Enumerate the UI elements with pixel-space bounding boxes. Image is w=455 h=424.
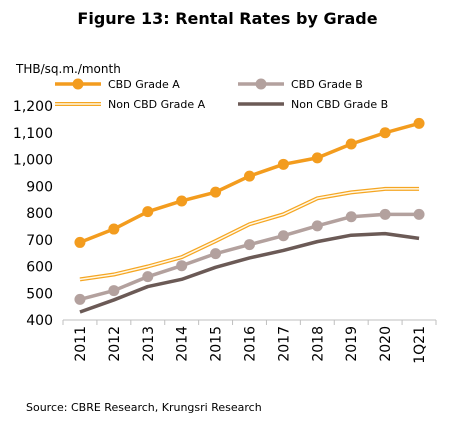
x-tick-label: 2012	[107, 326, 123, 362]
data-point-cbd-grade-a	[379, 127, 391, 139]
y-tick-label: 800	[26, 206, 53, 222]
data-point-cbd-grade-b	[244, 239, 255, 251]
data-point-cbd-grade-a	[413, 117, 425, 129]
legend-marker-cbd-grade-a	[72, 78, 84, 90]
y-tick-label: 600	[26, 260, 53, 276]
data-point-cbd-grade-b	[311, 220, 323, 232]
y-tick-label: 400	[26, 313, 53, 329]
legend-marker-cbd-grade-b	[255, 78, 267, 90]
data-point-cbd-grade-a	[108, 223, 120, 235]
legend-label-non-cbd-grade-b: Non CBD Grade B	[291, 98, 388, 111]
x-tick-label: 2013	[141, 326, 157, 362]
legend-label-non-cbd-grade-a: Non CBD Grade A	[108, 98, 206, 111]
y-tick-label: 1,100	[13, 126, 53, 142]
data-point-cbd-grade-a	[142, 206, 154, 218]
data-point-cbd-grade-b	[210, 248, 222, 260]
legend: CBD Grade A CBD Grade B Non CBD Grade A Non…	[55, 78, 388, 111]
x-tick-label: 2014	[175, 326, 191, 362]
axes: 400 500 600 700 800 900 1,000 1,100 1,200 2011 201…	[13, 99, 437, 364]
y-axis-unit-label: THB/sq.m./month	[16, 62, 121, 76]
data-point-cbd-grade-a	[74, 236, 86, 248]
y-tick-label: 900	[26, 179, 53, 195]
x-tick-label: 2015	[209, 326, 225, 362]
data-point-cbd-grade-b	[277, 230, 289, 242]
data-point-cbd-grade-a	[277, 158, 289, 170]
data-point-cbd-grade-b	[379, 208, 391, 220]
x-tick-label: 2017	[276, 326, 292, 362]
legend-label-cbd-grade-a: CBD Grade A	[108, 78, 180, 91]
legend-label-cbd-grade-b: CBD Grade B	[291, 78, 363, 91]
data-point-cbd-grade-b	[142, 271, 154, 283]
y-tick-label: 700	[26, 233, 53, 249]
data-point-cbd-grade-b	[345, 211, 357, 223]
chart-title: Figure 13: Rental Rates by Grade	[77, 9, 378, 28]
data-point-cbd-grade-a	[244, 170, 255, 182]
y-tick-label: 1,200	[13, 99, 53, 115]
data-point-cbd-grade-a	[311, 152, 323, 164]
x-tick-label: 2011	[73, 326, 89, 362]
series-layer	[74, 117, 425, 314]
y-tick-label: 500	[26, 286, 53, 302]
source-note: Source: CBRE Research, Krungsri Research	[26, 401, 262, 414]
data-point-cbd-grade-b	[108, 285, 120, 297]
x-tick-label: 2019	[344, 326, 360, 362]
data-point-cbd-grade-a	[176, 195, 188, 207]
data-point-cbd-grade-b	[413, 208, 425, 220]
series-line-non-cbd-grade-a-inner	[79, 188, 420, 281]
data-point-cbd-grade-a	[345, 138, 357, 150]
data-point-cbd-grade-a	[210, 186, 222, 198]
series-line-non-cbd-grade-b	[79, 231, 420, 314]
data-point-cbd-grade-b	[74, 293, 86, 305]
y-tick-label: 1,000	[13, 153, 53, 169]
x-tick-label: 2018	[310, 326, 326, 362]
x-tick-label: 2016	[243, 326, 259, 362]
data-point-cbd-grade-b	[176, 260, 188, 272]
x-tick-label: 1Q21	[412, 326, 428, 364]
x-tick-label: 2020	[378, 326, 394, 362]
